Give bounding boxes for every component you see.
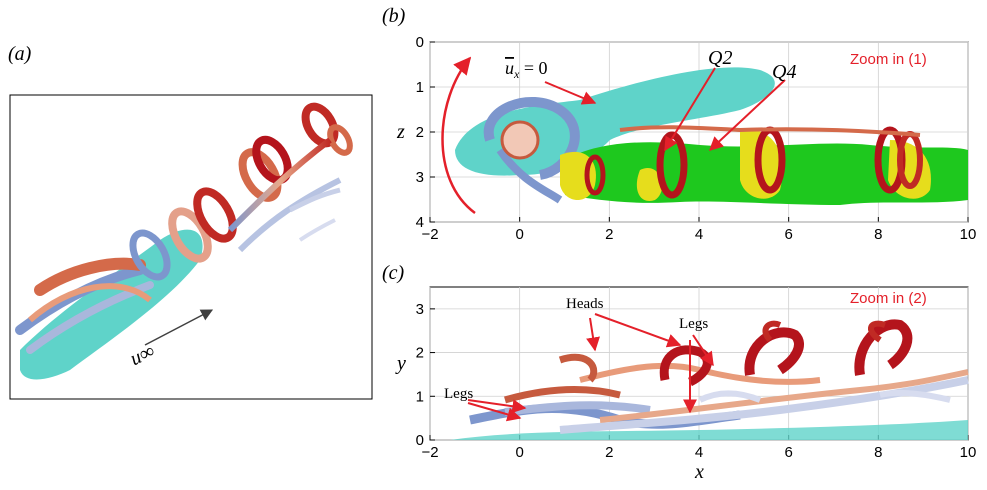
x-tick-label: 10 — [960, 444, 977, 461]
x-tick-label: 6 — [784, 444, 792, 461]
x-tick-label: 0 — [515, 226, 523, 243]
y-tick-label: 0 — [416, 34, 424, 51]
legs-arrow-right-1 — [692, 334, 714, 367]
x-tick-label: 6 — [784, 226, 792, 243]
y-tick-label: 4 — [416, 214, 424, 231]
y-tick-label: 1 — [416, 79, 424, 96]
x-tick-label: −2 — [421, 444, 438, 461]
y-axis-title: y — [395, 353, 406, 375]
panel-b-vortex-render — [455, 67, 968, 205]
panel-a-label: (a) — [8, 43, 32, 65]
x-tick-label: 2 — [605, 226, 613, 243]
heads-arrow-1 — [586, 317, 600, 352]
y-tick-label: 3 — [416, 301, 424, 318]
panel-c-label: (c) — [382, 262, 405, 284]
ux0-arrow — [544, 81, 597, 105]
legs-label-left: Legs — [444, 386, 473, 402]
q2-arrow — [664, 67, 716, 152]
y-tick-label: 2 — [416, 124, 424, 141]
x-tick-label: 4 — [695, 226, 703, 243]
y-tick-label: 0 — [416, 432, 424, 449]
zoom-note-1: Zoom in (1) — [850, 51, 927, 68]
x-tick-label: 0 — [515, 444, 523, 461]
legs-arrow-left-1 — [467, 399, 527, 414]
x-tick-label: 4 — [695, 444, 703, 461]
heads-arrow-2 — [594, 313, 682, 348]
freestream-arrow — [144, 309, 214, 346]
x-tick-label: 8 — [874, 444, 882, 461]
panel-b-axes: −2 0 2 4 6 8 10 0 1 2 3 4 z — [396, 34, 976, 243]
panel-b-label: (b) — [382, 5, 406, 27]
panel-b: (b) −2 0 2 4 6 8 10 0 1 2 3 4 z — [382, 5, 976, 243]
y-axis-title: z — [396, 121, 405, 143]
x-tick-label: 2 — [605, 444, 613, 461]
rotation-arrow — [441, 56, 476, 215]
panel-a: (a) u∞ — [8, 43, 373, 400]
q2-label: Q2 — [708, 47, 732, 69]
legs-label-right: Legs — [679, 316, 708, 332]
y-tick-label: 1 — [416, 388, 424, 405]
panel-a-vortex-render — [15, 102, 353, 380]
legs-arrow-left-2 — [467, 402, 522, 422]
x-tick-label: 8 — [874, 226, 882, 243]
q4-arrow — [708, 79, 786, 151]
panel-c-vortex-render — [450, 319, 969, 440]
q4-label: Q4 — [772, 61, 796, 83]
x-tick-label: 10 — [960, 226, 977, 243]
heads-label: Heads — [566, 296, 604, 312]
zoom-note-2: Zoom in (2) — [850, 290, 927, 307]
x-axis-title: x — [694, 461, 704, 483]
ux0-label: ux = 0 — [505, 58, 547, 81]
x-tick-label: −2 — [421, 226, 438, 243]
y-tick-label: 3 — [416, 169, 424, 186]
y-tick-label: 2 — [416, 345, 424, 362]
